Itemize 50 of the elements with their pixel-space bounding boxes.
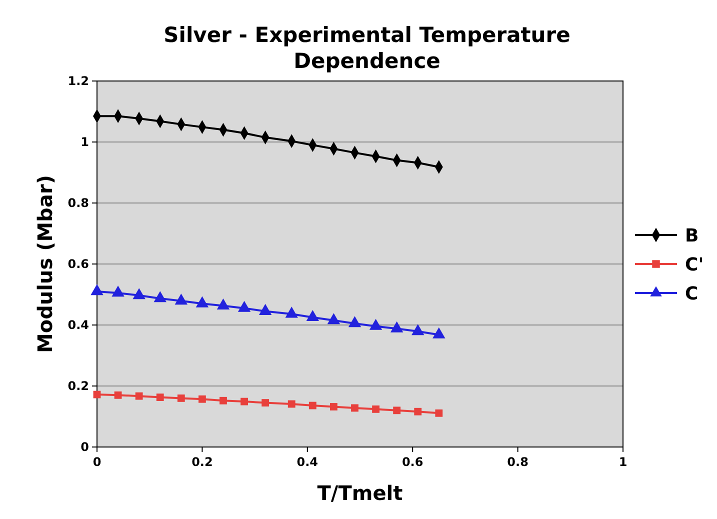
point: [238, 300, 251, 312]
point: [220, 396, 227, 404]
point: [196, 296, 209, 308]
point: [306, 310, 320, 322]
point: [135, 392, 143, 400]
x-tick-label: 0: [92, 455, 102, 469]
point: [348, 316, 362, 328]
y-tick-label: 1: [80, 135, 89, 150]
point: [177, 394, 185, 402]
x-tick-label: 0.8: [507, 455, 528, 469]
point: [90, 284, 104, 296]
point: [156, 394, 164, 401]
point: [132, 288, 146, 300]
x-tick-label: 0.2: [192, 455, 213, 469]
point: [369, 318, 382, 330]
y-tick-label: 0.2: [68, 379, 89, 394]
x-axis-title: T/Tmelt: [317, 481, 404, 505]
chart-title: Silver - Experimental Temperature Dependence: [164, 23, 570, 73]
point: [198, 395, 206, 403]
y-axis-title: Modulus (Mbar): [33, 174, 57, 354]
point: [372, 405, 380, 413]
y-tick-label: 0: [80, 440, 89, 454]
legend-label: B: [685, 225, 699, 246]
point: [308, 402, 316, 410]
legend-label: C': [685, 254, 704, 276]
point: [435, 409, 443, 417]
point: [432, 327, 446, 338]
point: [174, 294, 188, 305]
point: [351, 404, 358, 412]
point: [327, 313, 340, 324]
legend-label: C: [685, 283, 698, 304]
point: [330, 403, 338, 410]
point: [154, 291, 166, 302]
point: [288, 400, 296, 408]
point: [285, 306, 298, 318]
point: [390, 321, 404, 332]
y-tick-label: 0.8: [68, 196, 89, 210]
point: [112, 286, 124, 297]
point: [114, 391, 122, 399]
y-tick-label: 1.2: [68, 74, 89, 88]
y-tick-label: 0.6: [68, 257, 89, 272]
y-tick-label: 0.4: [68, 318, 89, 332]
x-tick-label: 0.6: [402, 455, 424, 469]
point: [393, 406, 401, 414]
point: [412, 324, 424, 336]
x-tick-label: 1: [618, 455, 628, 469]
point: [262, 399, 270, 406]
point: [240, 398, 248, 406]
point: [414, 408, 422, 416]
x-tick-label: 0.4: [296, 455, 318, 469]
